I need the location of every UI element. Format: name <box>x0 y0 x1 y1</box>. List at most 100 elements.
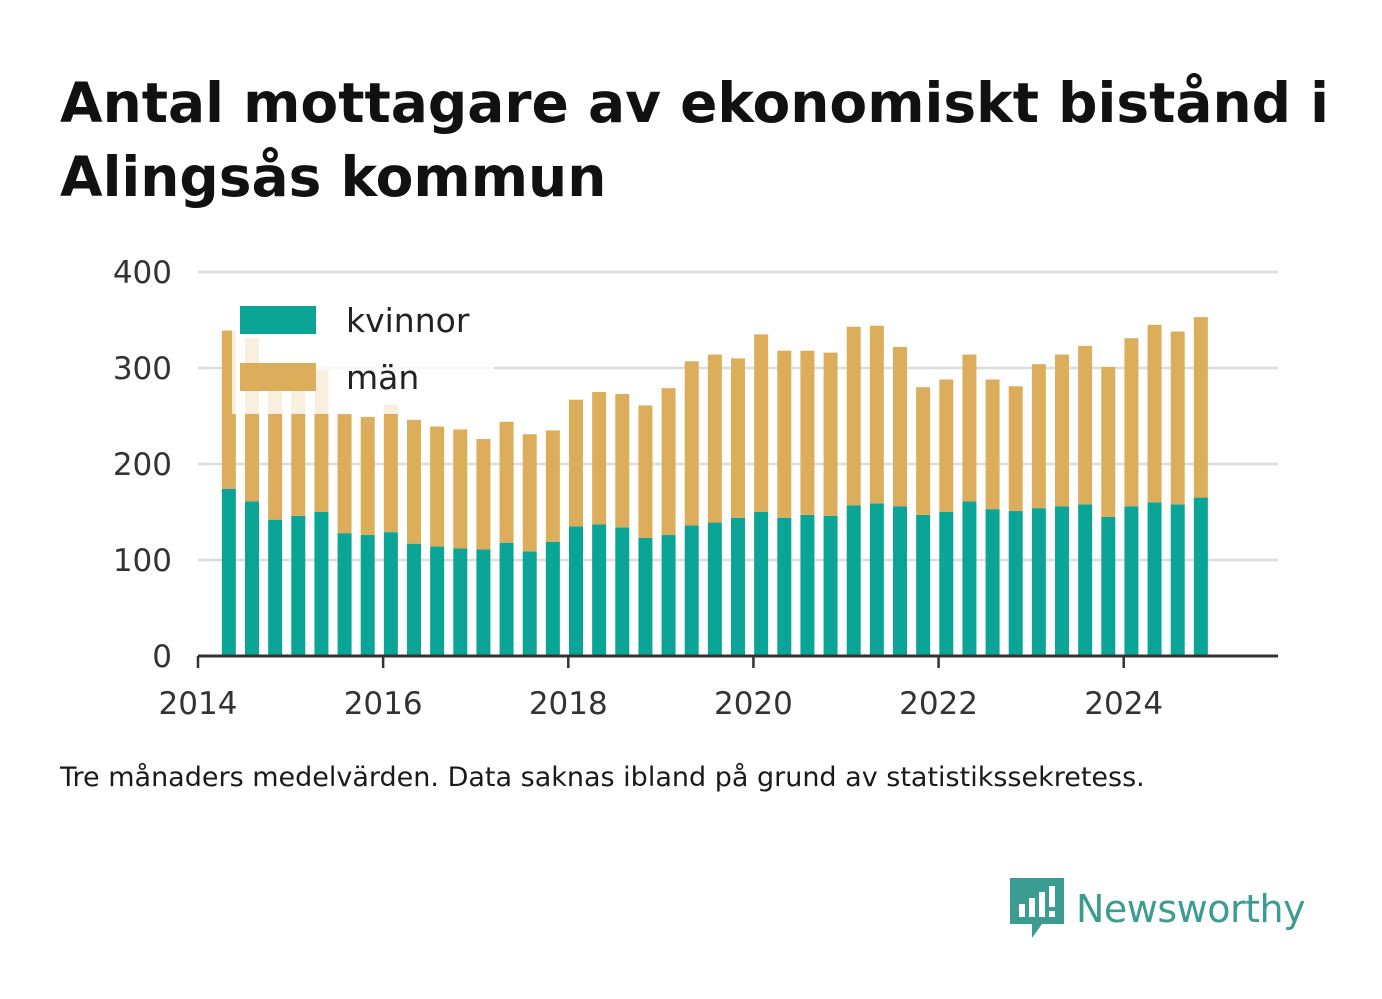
bar-kvinnor <box>1124 506 1139 656</box>
bar-man <box>916 387 931 515</box>
bar-kvinnor <box>1055 506 1069 656</box>
bar-man <box>1170 331 1185 505</box>
bar-man <box>800 350 815 515</box>
legend-swatch-kvinnor <box>240 306 316 334</box>
bar-kvinnor <box>962 501 977 656</box>
bar-kvinnor <box>268 519 283 656</box>
legend: kvinnor män <box>232 296 494 414</box>
y-tick-label: 100 <box>113 543 172 579</box>
bar-man <box>661 388 676 536</box>
bar-man <box>869 325 884 504</box>
newsworthy-logo-icon <box>1010 878 1064 938</box>
legend-label-man: män <box>346 358 419 397</box>
y-tick-label: 0 <box>152 639 172 675</box>
bar-man <box>777 350 792 518</box>
bar-man <box>939 379 954 512</box>
brand-name: Newsworthy <box>1076 887 1306 931</box>
bar-man <box>823 352 838 516</box>
bar-kvinnor <box>916 514 931 656</box>
bar-kvinnor <box>661 535 676 656</box>
bar-man <box>545 430 560 542</box>
chart-caption: Tre månaders medelvärden. Data saknas ib… <box>60 762 1145 793</box>
bar-kvinnor <box>453 548 468 656</box>
x-tick-label: 2014 <box>159 686 238 722</box>
x-tick-label: 2020 <box>714 686 793 722</box>
bar-kvinnor <box>638 537 653 656</box>
bar-man <box>731 358 745 518</box>
bar-kvinnor <box>430 546 445 656</box>
bar-man <box>1101 367 1116 517</box>
bar-kvinnor <box>846 505 861 656</box>
legend-swatch-man <box>240 363 316 391</box>
bar-man <box>893 346 907 507</box>
bar-man <box>1008 386 1023 512</box>
bar-kvinnor <box>823 515 838 656</box>
bar-kvinnor <box>569 526 583 656</box>
bar-man <box>407 419 421 544</box>
bar-man <box>615 393 630 528</box>
bar-kvinnor <box>1101 516 1116 656</box>
x-tick-label: 2016 <box>344 686 423 722</box>
bar-man <box>476 439 491 550</box>
y-tick-label: 300 <box>113 351 172 387</box>
bar-man <box>754 334 769 512</box>
bar-kvinnor <box>800 514 815 656</box>
bar-kvinnor <box>731 517 745 656</box>
bar-kvinnor <box>707 522 722 656</box>
bar-kvinnor <box>337 533 352 656</box>
bar-kvinnor <box>291 515 306 656</box>
bar-kvinnor <box>499 542 514 656</box>
bar-kvinnor <box>869 503 884 656</box>
bar-man <box>1124 338 1139 507</box>
bar-kvinnor <box>522 551 537 656</box>
bar-kvinnor <box>545 541 560 656</box>
bar-kvinnor <box>592 524 607 656</box>
bar-man <box>1193 317 1208 498</box>
bar-kvinnor <box>615 527 630 656</box>
bar-man <box>1078 345 1093 505</box>
bar-man <box>707 354 722 523</box>
bar-kvinnor <box>777 517 792 656</box>
bar-kvinnor <box>985 509 1000 656</box>
bar-man <box>383 404 398 533</box>
bar-man <box>1031 364 1046 509</box>
bar-kvinnor <box>476 549 491 656</box>
chart-title: Antal mottagare av ekonomiskt bistånd i … <box>60 71 1330 209</box>
bar-man <box>638 405 653 538</box>
bar-man <box>1147 324 1162 503</box>
bar-man <box>985 379 1000 510</box>
bar-man <box>569 399 583 527</box>
y-tick-label: 200 <box>113 447 172 483</box>
bar-kvinnor <box>1031 508 1046 656</box>
bar-kvinnor <box>1147 502 1162 656</box>
bar-man <box>430 426 445 547</box>
bar-kvinnor <box>221 488 236 656</box>
bar-kvinnor <box>314 512 329 656</box>
bar-man <box>337 414 352 534</box>
bar-kvinnor <box>1008 511 1023 656</box>
bar-kvinnor <box>245 501 259 656</box>
x-tick-label: 2018 <box>529 686 608 722</box>
bar-kvinnor <box>1170 504 1185 656</box>
bar-kvinnor <box>754 512 769 656</box>
axes: 0 100 200 300 400 2014 2016 2018 2020 2022 2024 <box>113 255 1278 722</box>
bar-kvinnor <box>684 525 699 656</box>
bar-man <box>360 416 375 536</box>
bar-man <box>962 354 977 502</box>
legend-label-kvinnor: kvinnor <box>346 301 470 340</box>
bar-man <box>499 421 514 543</box>
bar-kvinnor <box>383 532 398 656</box>
bar-kvinnor <box>407 543 421 656</box>
bar-kvinnor <box>893 506 907 656</box>
x-tick-label: 2024 <box>1084 686 1163 722</box>
bar-kvinnor <box>1193 497 1208 656</box>
bar-man <box>1055 354 1069 507</box>
bar-man <box>522 434 537 552</box>
brand-logo: Newsworthy <box>1010 878 1306 940</box>
x-tick-label: 2022 <box>899 686 978 722</box>
bar-man <box>846 326 861 506</box>
bar-kvinnor <box>360 535 375 656</box>
y-tick-label: 400 <box>113 255 172 291</box>
bar-kvinnor <box>939 512 954 656</box>
